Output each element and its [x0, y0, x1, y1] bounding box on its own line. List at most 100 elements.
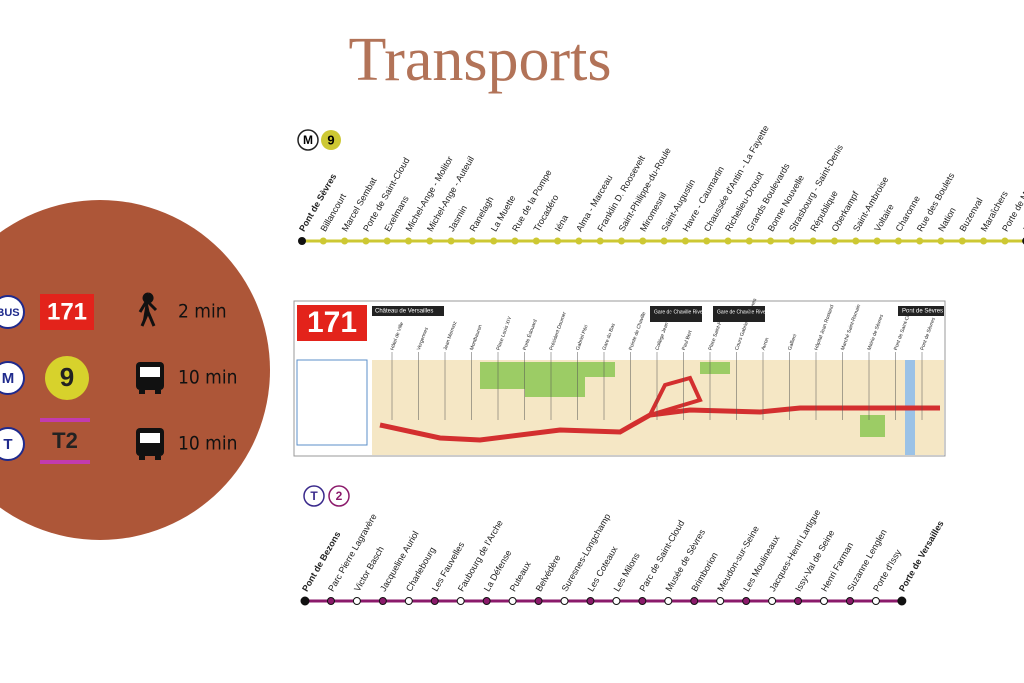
station-dot [508, 597, 517, 605]
station-dot [788, 237, 796, 245]
station-dot [511, 237, 519, 245]
label-box [713, 306, 765, 322]
bus-icon-wheel [139, 390, 145, 394]
station-dot [300, 596, 310, 606]
station-dot [873, 237, 881, 245]
station-dot [404, 597, 413, 605]
line-badge-text: 171 [47, 298, 87, 325]
tram-badge [303, 485, 325, 507]
metro-line: 9 [327, 132, 334, 147]
station-dot [341, 237, 349, 245]
metro-badge-text: M [303, 133, 313, 147]
station-dot [1001, 237, 1009, 245]
tram-line: 2 [336, 489, 343, 503]
metro-badge [297, 129, 319, 151]
station-dot [482, 597, 491, 605]
label-box [898, 306, 944, 316]
station-dot [767, 237, 775, 245]
station-dot [852, 237, 860, 245]
station-dot [845, 597, 854, 605]
bus-icon-window [140, 367, 160, 377]
station-dot [894, 237, 902, 245]
metro-line-badge [321, 130, 341, 150]
station-name: Belvédère [534, 553, 563, 593]
label-box [372, 306, 444, 316]
station-dot [871, 597, 880, 605]
station-name: Jasmin [446, 203, 469, 233]
park [480, 362, 615, 397]
station-dot [916, 237, 924, 245]
station-dot [716, 597, 725, 605]
station-dot [820, 597, 828, 605]
station-dot [319, 237, 327, 245]
bus-badge [297, 305, 367, 341]
mode-badge [0, 427, 25, 461]
bus-icon-wheel [155, 456, 161, 460]
station-dot [664, 597, 673, 605]
line-bar [40, 460, 90, 464]
mode-badge-text: T [3, 436, 12, 453]
station-dot [298, 237, 306, 245]
station-dot [456, 597, 465, 605]
station-dot [405, 237, 412, 245]
line-badge-text: 9 [60, 362, 74, 392]
travel-time: 2 min [178, 301, 227, 323]
station-dot [586, 597, 595, 605]
bus-start: Château de Versailles [375, 309, 433, 315]
bus-gare: Gare de Chaville Rive Gauche [654, 309, 722, 315]
station-dot [490, 237, 498, 245]
station-dot [352, 597, 361, 605]
station-dot [768, 597, 777, 605]
station-dot [560, 597, 569, 605]
station-name: Suresnes-Longchamp [560, 512, 613, 593]
station-dot [430, 597, 439, 605]
mode-badge-text: M [2, 370, 15, 387]
station-dot [534, 597, 543, 605]
station-dot [638, 597, 647, 605]
line-badge-text: T2 [52, 428, 78, 453]
park [700, 362, 885, 437]
tram-line-badge [328, 485, 350, 507]
station-dot [958, 237, 966, 245]
line-badge [45, 356, 89, 400]
station-dot [831, 237, 838, 245]
station-dot [980, 237, 988, 245]
bus-icon-wheel [155, 390, 161, 394]
station-name: Puteaux [508, 559, 533, 593]
title: Transports [349, 26, 612, 94]
station-dot [447, 237, 455, 245]
station-name: Iéna [553, 213, 570, 233]
station-dot [326, 597, 335, 605]
bus-gare: Gare de Chaville Rive Droite [717, 309, 781, 315]
station-dot [468, 237, 476, 245]
travel-time: 10 min [178, 433, 237, 455]
station-dot [618, 237, 625, 245]
station-dot [660, 237, 668, 245]
station-name: Faubourg de l'Arche [456, 518, 505, 593]
station-dot [794, 597, 803, 605]
bus-icon-window [140, 433, 160, 443]
mode-badge-text: BUS [0, 307, 20, 319]
station-dot [681, 237, 689, 245]
station-dot [742, 597, 751, 605]
station-dot [575, 237, 583, 245]
bus-route [379, 405, 940, 443]
station-name: Porte de Versailles [897, 519, 946, 593]
mode-badge [0, 295, 25, 329]
mode-badge [0, 361, 25, 395]
bus-stop: Gallieni [787, 333, 798, 351]
station-dot [554, 237, 562, 245]
tram-badge-text: T [310, 489, 318, 503]
walk-icon [138, 292, 158, 327]
station-dot [897, 596, 907, 606]
station-dot [937, 237, 945, 245]
station-dot [639, 237, 647, 245]
bus-inset [296, 359, 368, 446]
label-box [650, 306, 702, 322]
station-dot [690, 597, 699, 605]
station-name: Parc de Saint-Cloud [637, 518, 686, 593]
station-dot [809, 237, 817, 245]
bus-end: Pont de Sèvres [902, 309, 943, 315]
